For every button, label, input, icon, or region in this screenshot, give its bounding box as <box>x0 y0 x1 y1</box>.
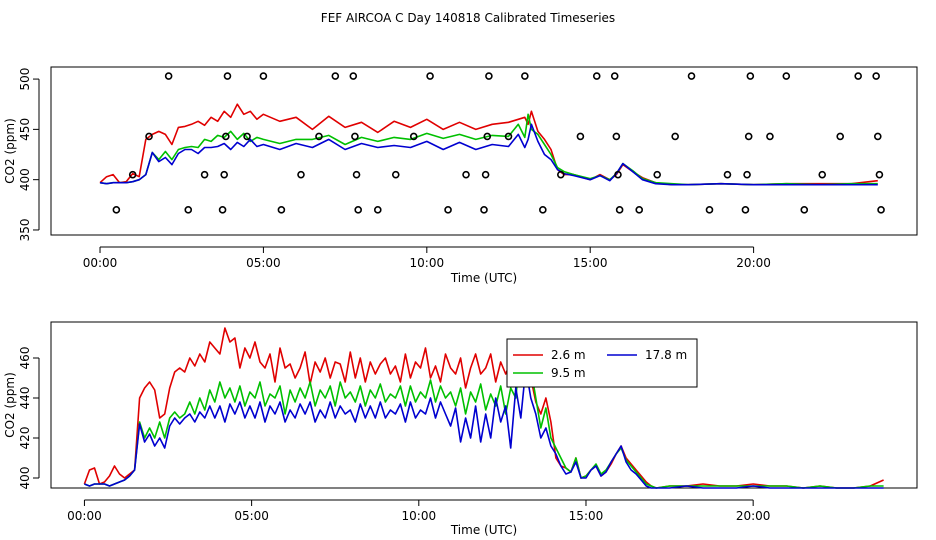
calibration-point <box>836 132 845 141</box>
series-line-s178 <box>99 123 878 186</box>
calibration-point <box>504 132 513 141</box>
x-tick-label: 15:00 <box>573 256 608 270</box>
calibration-point <box>705 206 714 214</box>
calibration-point <box>315 132 323 141</box>
y-tick-label: 400 <box>18 467 32 490</box>
calibration-point <box>351 132 359 141</box>
x-tick-label: 10:00 <box>410 256 445 270</box>
x-tick-label: 20:00 <box>736 509 771 523</box>
calibration-point <box>766 132 774 141</box>
legend-box <box>506 338 698 388</box>
y-tick-label: 400 <box>18 168 32 191</box>
calibration-point <box>818 170 827 179</box>
legend: 2.6 m 9.5 m 17.8 m <box>506 338 698 388</box>
calibration-point <box>373 206 382 214</box>
calibration-point <box>612 132 621 141</box>
calibration-point <box>259 72 268 80</box>
calibration-point <box>277 206 286 214</box>
calibration-point <box>723 170 732 179</box>
y-tick-label: 460 <box>18 347 32 370</box>
calibration-point <box>741 206 750 214</box>
calibration-point <box>872 72 880 80</box>
calibration-point <box>615 206 624 214</box>
calibration-point <box>483 132 492 141</box>
calibration-point <box>610 72 619 80</box>
calibration-point <box>354 206 362 214</box>
legend-label-s178: 17.8 m <box>645 348 687 362</box>
calibration-point <box>444 206 452 214</box>
calibration-point <box>426 72 434 80</box>
calibration-point <box>687 72 696 80</box>
y-tick-label: 420 <box>18 427 32 450</box>
x-tick-label: 05:00 <box>246 256 281 270</box>
y-axis-label: CO2 (ppm) <box>3 118 17 184</box>
calibration-point <box>653 170 662 179</box>
calibration-point <box>222 132 230 141</box>
calibration-point <box>875 170 884 179</box>
calibration-point <box>349 72 358 80</box>
x-tick-label: 00:00 <box>67 509 102 523</box>
y-tick-label: 440 <box>18 387 32 410</box>
calibration-point <box>576 132 585 141</box>
x-tick-label: 10:00 <box>402 509 437 523</box>
calibration-point <box>539 206 547 214</box>
top-chart-panel: 00:00 05:00 10:00 15:00 20:00 Time (UTC) 350 40… <box>3 66 918 285</box>
calibration-point <box>592 72 601 80</box>
calibration-point <box>635 206 644 214</box>
calibration-point <box>220 170 228 179</box>
x-tick-label: 15:00 <box>569 509 604 523</box>
calibration-point <box>200 170 209 179</box>
x-tick-label: 20:00 <box>736 256 771 270</box>
calibration-point <box>128 170 137 179</box>
calibration-point <box>391 170 400 179</box>
calibration-point <box>556 170 565 179</box>
calibration-point <box>746 72 755 80</box>
plot-frame <box>50 66 918 236</box>
calibration-point <box>800 206 809 214</box>
y-tick-label: 350 <box>18 219 32 242</box>
calibration-point <box>743 170 751 179</box>
x-axis-label: Time (UTC) <box>450 523 517 537</box>
calibration-point <box>218 206 227 214</box>
calibration-point <box>331 72 340 80</box>
x-axis-label: Time (UTC) <box>450 271 517 285</box>
calibration-point <box>744 132 753 141</box>
calibration-point <box>164 72 173 80</box>
calibration-point <box>352 170 361 179</box>
calibration-point <box>184 206 193 214</box>
calibration-point <box>243 132 251 141</box>
calibration-point <box>409 132 418 141</box>
calibration-point <box>877 206 885 214</box>
plot-frame <box>50 321 918 489</box>
x-tick-label: 00:00 <box>83 256 118 270</box>
calibration-point <box>145 132 153 141</box>
calibration-point <box>481 170 490 179</box>
calibration-point <box>854 72 862 80</box>
figure-title: FEF AIRCOA C Day 140818 Calibrated Times… <box>321 11 615 25</box>
y-tick-label: 500 <box>18 68 32 91</box>
calibration-point <box>223 72 232 80</box>
calibration-point <box>782 72 791 80</box>
calibration-point <box>873 132 882 141</box>
x-tick-label: 05:00 <box>234 509 269 523</box>
series-line-s178 <box>84 367 884 489</box>
calibration-point <box>480 206 488 214</box>
calibration-point <box>112 206 121 214</box>
calibration-point <box>521 72 529 80</box>
series-line-s26 <box>99 103 878 186</box>
calibration-point <box>671 132 679 141</box>
calibration-point <box>297 170 305 179</box>
legend-label-s26: 2.6 m <box>551 348 586 362</box>
legend-label-s95: 9.5 m <box>551 366 586 380</box>
y-tick-label: 450 <box>18 118 32 141</box>
bottom-chart-panel: 00:00 05:00 10:00 15:00 20:00 Time (UTC) 400 42… <box>3 321 918 537</box>
calibration-point <box>485 72 493 80</box>
y-axis-label: CO2 (ppm) <box>3 372 17 438</box>
calibration-point <box>614 170 622 179</box>
calibration-point <box>462 170 470 179</box>
